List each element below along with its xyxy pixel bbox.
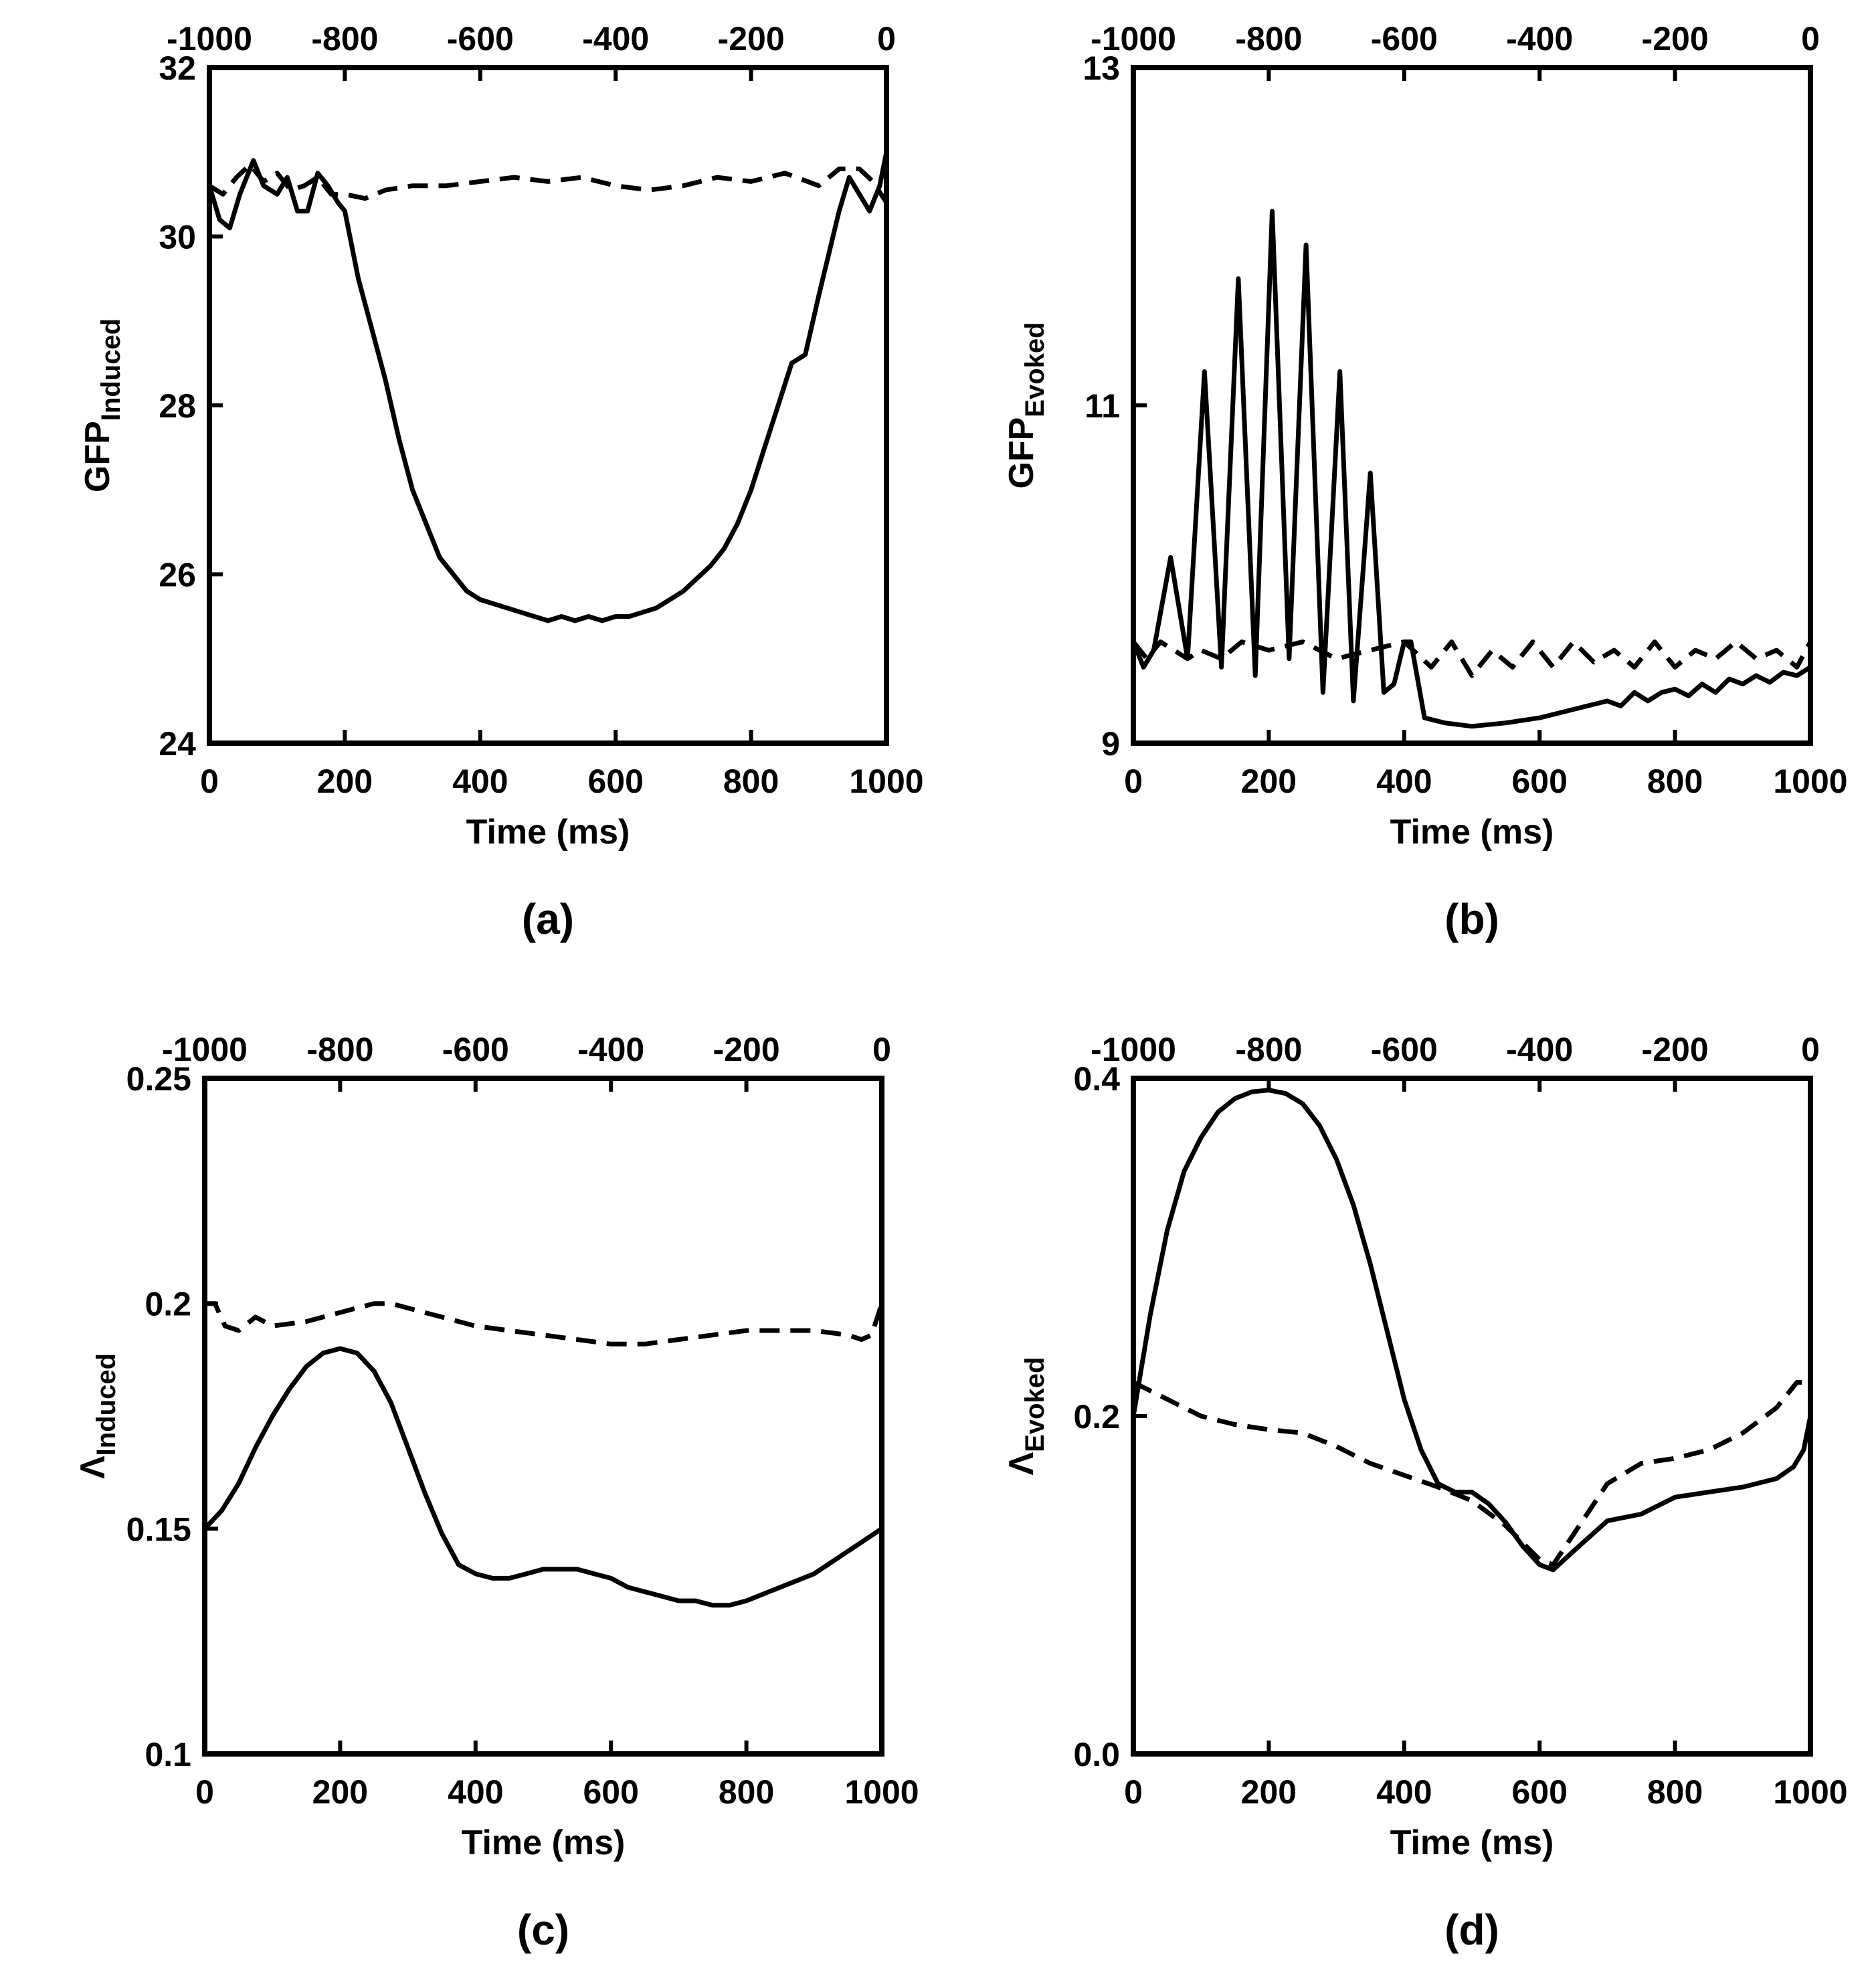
x-tick-label: 200 (1241, 763, 1297, 800)
x-axis-label: Time (ms) (466, 813, 630, 852)
top-x-tick-label: 0 (872, 1031, 891, 1068)
y-tick-label: 13 (1083, 50, 1120, 87)
x-tick-label: 200 (312, 1773, 368, 1811)
panel-label: (a) (522, 895, 574, 943)
y-axis-label: GFPInduced (78, 318, 126, 492)
x-tick-label: 400 (1376, 763, 1432, 800)
y-tick-label: 32 (159, 50, 196, 87)
top-x-tick-label: -400 (582, 20, 649, 58)
series-line-dashed (1132, 1380, 1810, 1567)
y-axis-label-subscript: Evoked (1020, 322, 1050, 417)
top-x-tick-label: -400 (1506, 1031, 1573, 1068)
chart-panel-1: 0 200 400 600 800 1000-1000 -800 -600 -400 -200 02… (78, 20, 924, 943)
y-axis-label-main: GFP (78, 421, 117, 492)
y-axis-label-main: Λ (1002, 1452, 1041, 1475)
x-axis-label: Time (ms) (1390, 813, 1554, 852)
y-tick-label: 26 (159, 557, 196, 594)
series-line-solid (203, 1346, 883, 1608)
top-x-tick-label: -200 (718, 20, 785, 58)
top-x-tick-label: -600 (447, 20, 514, 58)
top-x-tick-label: 0 (877, 20, 896, 58)
y-tick-label: 0.2 (1073, 1398, 1120, 1436)
chart-panel-2: 0 200 400 600 800 1000-1000 -800 -600 -400 -200 09… (1002, 20, 1848, 943)
series-line-dashed (208, 162, 888, 204)
y-axis-label-main: GFP (1002, 417, 1041, 489)
y-tick-label: 0.25 (126, 1060, 191, 1098)
x-tick-label: 600 (1511, 1773, 1567, 1811)
series-line-solid (1131, 1088, 1813, 1573)
x-tick-label: 400 (1376, 1773, 1432, 1811)
top-x-tick-label: -600 (442, 1031, 509, 1068)
y-axis-label: ΛEvoked (1002, 1357, 1050, 1476)
plot-frame (202, 1076, 884, 1757)
panel-label: (c) (517, 1906, 569, 1954)
x-tick-label: 0 (200, 763, 219, 800)
x-tick-label: 600 (587, 763, 643, 800)
y-tick-label: 28 (159, 387, 196, 425)
y-tick-label: 0.0 (1073, 1736, 1120, 1773)
series-line-solid (207, 151, 889, 623)
x-tick-label: 1000 (1773, 1773, 1847, 1811)
x-tick-label: 800 (723, 763, 779, 800)
y-tick-label: 24 (159, 725, 196, 763)
top-x-tick-label: -400 (577, 1031, 644, 1068)
top-x-tick-label: -1000 (162, 1031, 248, 1068)
top-x-tick-label: -800 (306, 1031, 373, 1068)
x-tick-label: 600 (583, 1773, 638, 1811)
panel-label: (d) (1444, 1906, 1499, 1954)
y-tick-label: 0.4 (1073, 1060, 1120, 1098)
x-tick-label: 0 (1124, 763, 1143, 800)
top-x-tick-label: -400 (1506, 20, 1573, 58)
x-tick-label: 200 (1241, 1773, 1297, 1811)
top-x-tick-label: -800 (311, 20, 378, 58)
x-tick-label: 800 (1647, 1773, 1703, 1811)
y-tick-label: 11 (1085, 387, 1120, 425)
series-line-solid (1131, 209, 1812, 729)
y-axis-label: ΛInduced (74, 1353, 121, 1479)
top-x-tick-label: -800 (1235, 20, 1302, 58)
top-x-tick-label: -200 (1642, 1031, 1709, 1068)
top-x-tick-label: -1000 (1091, 20, 1176, 58)
chart-panel-3: 0 200 400 600 800 1000-1000 -800 -600 -400 -200 00… (74, 1031, 919, 1954)
top-x-tick-label: -800 (1235, 1031, 1302, 1068)
y-tick-label: 0.2 (145, 1286, 191, 1323)
chart-panel-4: 0 200 400 600 800 1000-1000 -800 -600 -400 -200 00… (1002, 1031, 1848, 1954)
x-axis-label: Time (ms) (462, 1823, 626, 1862)
panel-label: (b) (1444, 895, 1499, 943)
y-axis-label-subscript: Evoked (1020, 1357, 1050, 1452)
x-tick-label: 800 (719, 1773, 774, 1811)
top-x-tick-label: -600 (1371, 1031, 1438, 1068)
top-x-tick-label: -200 (1642, 20, 1709, 58)
y-tick-label: 30 (159, 219, 196, 256)
x-tick-label: 400 (448, 1773, 503, 1811)
series-line-dashed (205, 1301, 884, 1347)
x-tick-label: 0 (195, 1773, 214, 1811)
top-x-tick-label: 0 (1801, 1031, 1820, 1068)
x-tick-label: 200 (317, 763, 373, 800)
top-x-tick-label: -1000 (167, 20, 252, 58)
y-axis-label-main: Λ (74, 1456, 112, 1479)
y-tick-label: 0.15 (126, 1510, 191, 1548)
x-tick-label: 1000 (1773, 763, 1847, 800)
top-x-tick-label: 0 (1801, 20, 1820, 58)
y-axis-label: GFPEvoked (1002, 322, 1050, 488)
x-tick-label: 1000 (844, 1773, 919, 1811)
top-x-tick-label: -200 (713, 1031, 780, 1068)
y-axis-label-subscript: Induced (92, 1353, 121, 1456)
y-axis-label-subscript: Induced (96, 318, 126, 421)
x-tick-label: 400 (452, 763, 508, 800)
x-axis-label: Time (ms) (1390, 1823, 1554, 1862)
x-tick-label: 0 (1124, 1773, 1143, 1811)
x-tick-label: 800 (1647, 763, 1703, 800)
y-tick-label: 0.1 (145, 1736, 191, 1773)
y-tick-label: 9 (1101, 725, 1120, 763)
top-x-tick-label: -600 (1371, 20, 1438, 58)
top-x-tick-label: -1000 (1091, 1031, 1176, 1068)
x-tick-label: 600 (1511, 763, 1567, 800)
x-tick-label: 1000 (849, 763, 923, 800)
series-line-dashed (1131, 639, 1813, 678)
